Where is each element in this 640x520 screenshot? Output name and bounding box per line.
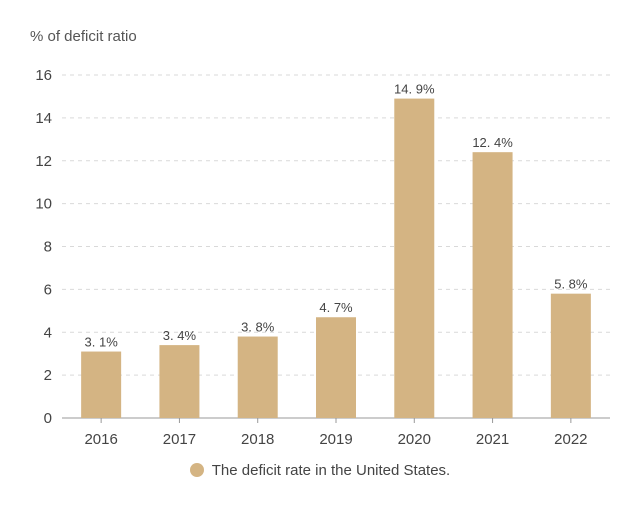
bar bbox=[237, 336, 278, 418]
bar bbox=[81, 351, 122, 418]
legend[interactable]: The deficit rate in the United States. bbox=[0, 462, 640, 479]
data-label: 4. 7% bbox=[319, 300, 353, 315]
x-tick-label: 2016 bbox=[84, 431, 117, 448]
data-label: 14. 9% bbox=[394, 82, 435, 97]
y-tick-label: 2 bbox=[44, 367, 52, 384]
x-tick-label: 2022 bbox=[554, 431, 587, 448]
bar bbox=[159, 345, 200, 418]
data-label: 12. 4% bbox=[472, 135, 513, 150]
y-tick-label: 0 bbox=[44, 410, 52, 427]
data-label: 3. 8% bbox=[241, 320, 275, 335]
data-label: 5. 8% bbox=[554, 277, 588, 292]
x-tick-label: 2020 bbox=[398, 431, 431, 448]
legend-label: The deficit rate in the United States. bbox=[211, 462, 451, 479]
bar bbox=[394, 98, 435, 419]
data-label: 3. 1% bbox=[85, 335, 119, 350]
x-tick-label: 2017 bbox=[163, 431, 196, 448]
y-tick-label: 10 bbox=[35, 196, 52, 213]
y-tick-label: 14 bbox=[35, 110, 52, 127]
y-tick-label: 12 bbox=[35, 153, 52, 170]
x-tick-label: 2019 bbox=[319, 431, 352, 448]
y-tick-label: 8 bbox=[44, 239, 52, 256]
bar bbox=[316, 317, 356, 418]
x-tick-label: 2018 bbox=[241, 431, 274, 448]
legend-swatch bbox=[189, 463, 204, 477]
bar bbox=[472, 152, 513, 419]
y-tick-label: 6 bbox=[44, 281, 52, 298]
data-label: 3. 4% bbox=[163, 328, 197, 343]
y-axis-title: % of deficit ratio bbox=[30, 28, 137, 45]
x-tick-label: 2021 bbox=[476, 431, 509, 448]
y-tick-label: 16 bbox=[35, 67, 52, 84]
bar bbox=[550, 293, 591, 418]
y-tick-label: 4 bbox=[44, 324, 52, 341]
